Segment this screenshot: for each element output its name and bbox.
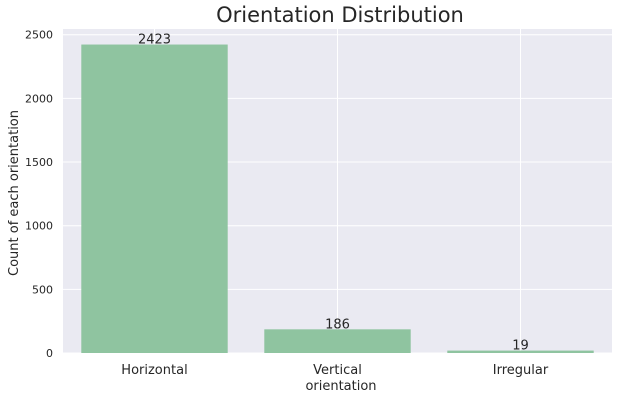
y-tick-label: 2000 xyxy=(25,92,53,105)
x-tick-label-vertical: Vertical xyxy=(313,363,362,378)
x-tick-label-irregular: Irregular xyxy=(493,363,549,378)
data-label-vertical: 186 xyxy=(325,317,350,332)
chart-title: Orientation Distribution xyxy=(216,3,464,27)
y-tick-label: 1000 xyxy=(25,220,53,233)
y-tick-label: 1500 xyxy=(25,156,53,169)
bars xyxy=(81,44,594,354)
y-axis-label: Count of each orientation xyxy=(7,110,22,276)
data-label-horizontal: 2423 xyxy=(138,33,171,48)
y-tick-label: 2500 xyxy=(25,29,53,42)
bar-vertical xyxy=(264,329,411,353)
x-axis-ticks: Horizontal Vertical Irregular xyxy=(121,363,549,378)
x-axis-label: orientation xyxy=(305,379,376,394)
bar-horizontal xyxy=(81,44,228,354)
data-labels: 2423 186 19 xyxy=(138,33,529,354)
x-tick-label-horizontal: Horizontal xyxy=(121,363,187,378)
bar-irregular xyxy=(447,350,594,353)
data-label-irregular: 19 xyxy=(512,339,529,354)
y-tick-label: 0 xyxy=(46,347,53,360)
y-tick-label: 500 xyxy=(32,283,53,296)
y-axis-ticks: 0 500 1000 1500 2000 2500 xyxy=(25,29,53,360)
